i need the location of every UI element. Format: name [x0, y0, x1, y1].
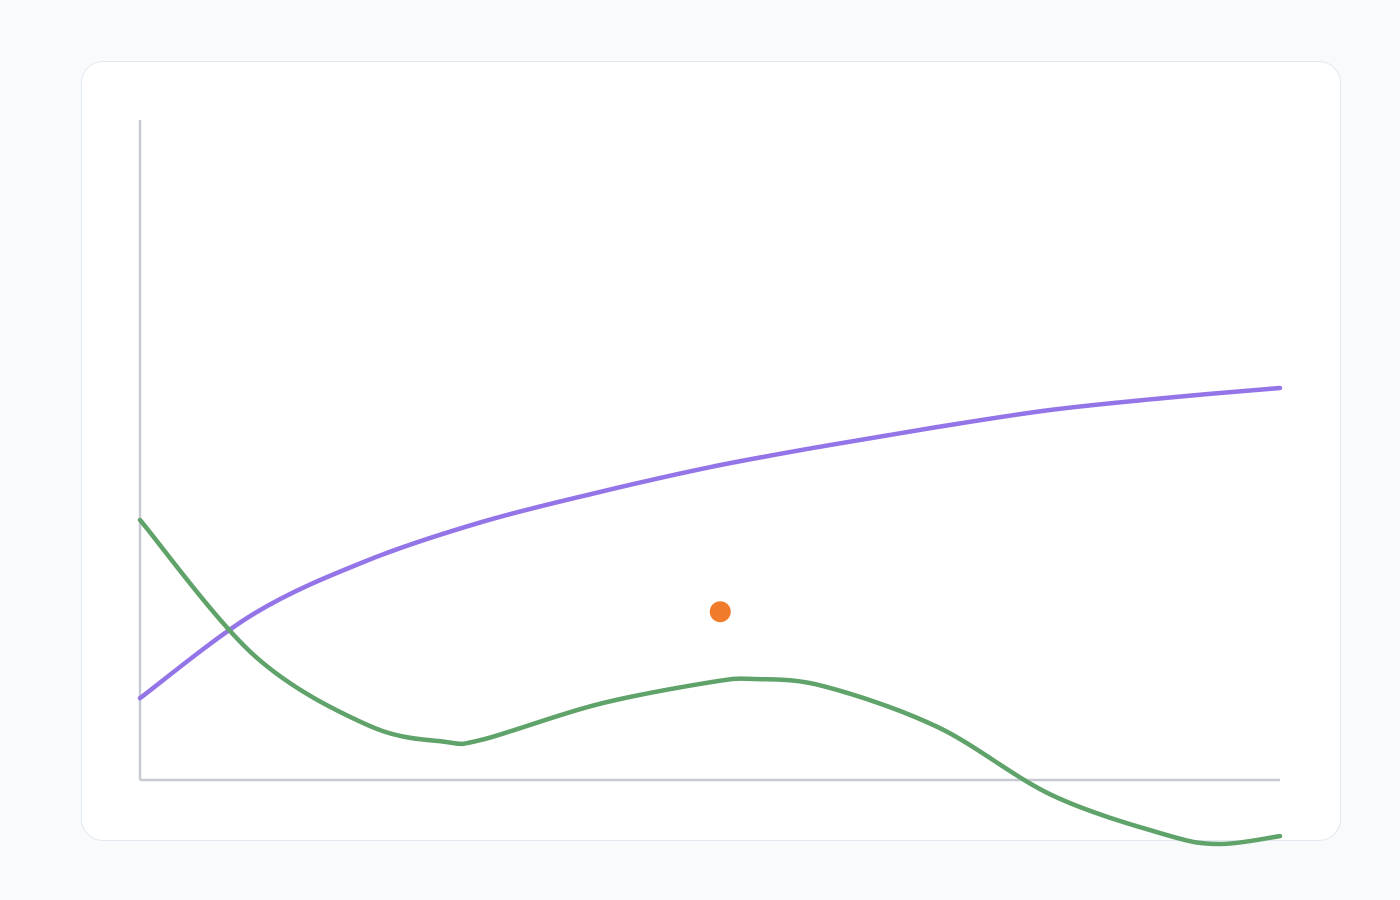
- series-line-2: [137, 517, 1283, 847]
- chart-card: [81, 61, 1341, 841]
- series-line-1: [137, 385, 1283, 701]
- data-point-1: [709, 601, 731, 623]
